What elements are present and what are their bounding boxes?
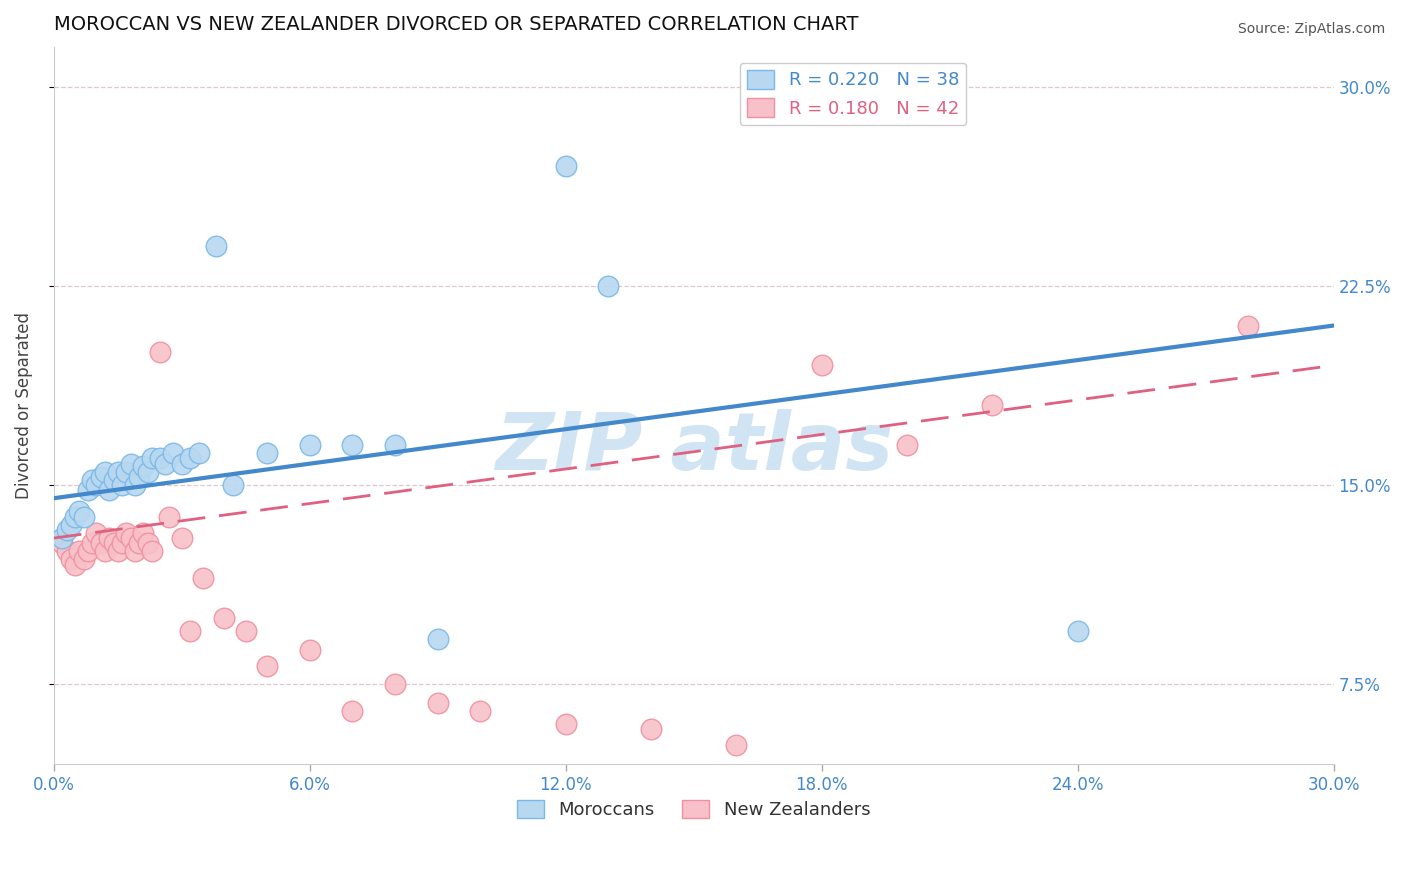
Point [111, 536, 134, 550]
Point [120, 531, 142, 545]
Point [896, 438, 918, 452]
Point [222, 478, 245, 492]
Point [170, 531, 193, 545]
Point [170, 457, 193, 471]
Point [86, 525, 108, 540]
Point [94, 544, 117, 558]
Point [1237, 318, 1260, 333]
Point [63, 558, 86, 572]
Point [162, 446, 184, 460]
Point [51, 531, 73, 545]
Point [810, 359, 832, 373]
Point [191, 571, 214, 585]
Point [1066, 624, 1088, 638]
Point [115, 525, 138, 540]
Point [55, 544, 77, 558]
Point [67, 544, 90, 558]
Point [98, 531, 121, 545]
Point [59, 517, 82, 532]
Point [132, 459, 155, 474]
Point [149, 451, 172, 466]
Point [73, 509, 96, 524]
Point [554, 159, 576, 173]
Point [107, 544, 129, 558]
Point [141, 451, 163, 466]
Point [86, 478, 108, 492]
Point [157, 509, 180, 524]
Point [342, 704, 364, 718]
Point [470, 704, 492, 718]
Point [179, 624, 201, 638]
Point [63, 509, 86, 524]
Point [124, 544, 146, 558]
Point [120, 457, 142, 471]
Point [187, 446, 209, 460]
Text: ZIP atlas: ZIP atlas [495, 409, 893, 487]
Point [136, 536, 159, 550]
Point [77, 544, 100, 558]
Y-axis label: Divorced or Separated: Divorced or Separated [15, 311, 32, 499]
Point [82, 536, 104, 550]
Point [256, 446, 278, 460]
Point [82, 473, 104, 487]
Point [298, 642, 321, 657]
Point [67, 504, 90, 518]
Point [51, 536, 73, 550]
Point [111, 478, 134, 492]
Point [598, 278, 620, 293]
Point [59, 552, 82, 566]
Legend: Moroccans, New Zealanders: Moroccans, New Zealanders [510, 793, 877, 827]
Point [90, 470, 112, 484]
Text: MOROCCAN VS NEW ZEALANDER DIVORCED OR SEPARATED CORRELATION CHART: MOROCCAN VS NEW ZEALANDER DIVORCED OR SE… [53, 15, 858, 34]
Point [256, 658, 278, 673]
Point [298, 438, 321, 452]
Point [214, 611, 236, 625]
Point [426, 632, 449, 646]
Point [153, 457, 176, 471]
Point [132, 525, 155, 540]
Point [205, 239, 228, 253]
Point [98, 483, 121, 498]
Point [554, 717, 576, 731]
Point [73, 552, 96, 566]
Point [128, 536, 150, 550]
Point [725, 738, 748, 752]
Point [384, 438, 406, 452]
Point [235, 624, 257, 638]
Point [103, 536, 125, 550]
Point [342, 438, 364, 452]
Point [107, 465, 129, 479]
Point [124, 478, 146, 492]
Point [384, 677, 406, 691]
Point [128, 470, 150, 484]
Point [179, 451, 201, 466]
Point [77, 483, 100, 498]
Point [640, 723, 662, 737]
Point [149, 345, 172, 359]
Text: Source: ZipAtlas.com: Source: ZipAtlas.com [1237, 22, 1385, 37]
Point [90, 536, 112, 550]
Point [981, 398, 1004, 412]
Point [141, 544, 163, 558]
Point [103, 473, 125, 487]
Point [426, 696, 449, 710]
Point [115, 465, 138, 479]
Point [94, 465, 117, 479]
Point [136, 465, 159, 479]
Point [55, 523, 77, 537]
